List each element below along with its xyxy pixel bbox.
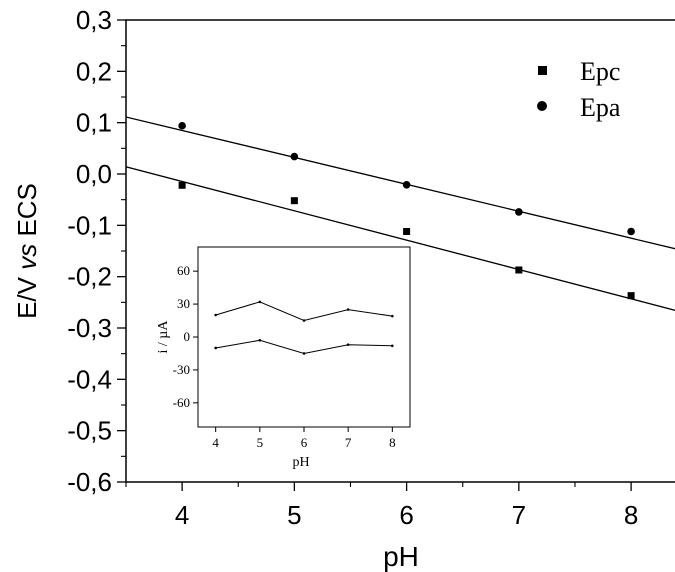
inset-point-2-7	[346, 343, 350, 346]
y-tick-label-neg0p6: -0,6	[67, 467, 112, 497]
main-axes: 4 5 6 7 8 0,3 0,2 0,1 0,0 -0,1 -0,2 -0,3 -0,4 -0,5 -0,…	[67, 5, 638, 530]
inset-background	[198, 247, 410, 427]
inset-y-tick-label-neg60: -60	[173, 395, 190, 410]
legend: Epc Epa	[537, 57, 621, 122]
inset-x-tick-label-6: 6	[301, 435, 308, 450]
point-epc-7	[515, 266, 523, 274]
x-tick-label-7: 7	[512, 500, 526, 530]
inset-point-1-7	[346, 308, 350, 311]
main-data-points	[178, 121, 635, 300]
inset-x-tick-label-4: 4	[212, 435, 219, 450]
inset-x-tick-label-7: 7	[345, 435, 352, 450]
y-tick-label-0p0: 0,0	[76, 159, 112, 189]
inset-point-1-8	[391, 314, 394, 318]
point-epa-6	[402, 180, 411, 189]
point-epc-4	[178, 181, 186, 189]
inset-y-tick-label-0: 0	[184, 329, 191, 344]
inset-point-2-4	[214, 346, 217, 350]
x-tick-label-6: 6	[399, 500, 413, 530]
y-tick-label-0p1: 0,1	[76, 108, 112, 138]
inset-point-2-8	[391, 344, 394, 348]
main-chart: 4 5 6 7 8 0,3 0,2 0,1 0,0 -0,1 -0,2 -0,3 -0,4 -0,5 -0,…	[12, 5, 675, 572]
y-axis-label-part-1: E/V	[12, 270, 42, 319]
point-epa-5	[290, 152, 299, 161]
inset-point-1-5	[258, 300, 262, 304]
fit-line-epa	[125, 116, 675, 250]
inset-x-tick-label-8: 8	[389, 435, 396, 450]
inset-x-tick-label-5: 5	[257, 435, 264, 450]
point-epc-8	[627, 292, 635, 300]
inset-point-2-5	[258, 338, 262, 342]
y-tick-label-neg0p1: -0,1	[67, 210, 112, 240]
x-tick-label-8: 8	[624, 500, 638, 530]
point-epa-7	[515, 208, 523, 216]
inset-x-axis-label: pH	[292, 455, 309, 470]
inset-y-axis-label: i / µA	[156, 320, 171, 354]
point-epa-8	[627, 227, 635, 236]
y-axis-label: E/V vs ECS	[12, 183, 42, 319]
point-epc-5	[290, 197, 298, 205]
inset-point-1-6	[302, 319, 306, 322]
y-tick-label-neg0p5: -0,5	[67, 416, 112, 446]
legend-label-epa: Epa	[580, 93, 621, 122]
legend-label-epc: Epc	[580, 57, 620, 86]
inset-series-lines	[214, 300, 394, 355]
inset-chart: 4 5 6 7 8 60 30 0 -30 -60 pH i / µA	[156, 246, 411, 470]
y-axis-label-part-2: vs	[12, 244, 42, 270]
y-tick-label-neg0p3: -0,3	[67, 313, 112, 343]
y-tick-label-0p2: 0,2	[76, 56, 112, 86]
inset-point-1-4	[214, 313, 217, 317]
legend-marker-epa	[537, 101, 547, 111]
inset-axes: 4 5 6 7 8 60 30 0 -30 -60	[173, 263, 396, 450]
inset-y-tick-label-neg30: -30	[173, 362, 190, 377]
inset-y-tick-label-30: 30	[177, 296, 190, 311]
main-fit-lines	[125, 116, 675, 311]
x-tick-label-4: 4	[175, 500, 189, 530]
fit-line-epc	[125, 166, 675, 311]
y-tick-label-0p3: 0,3	[76, 5, 112, 35]
inset-y-tick-label-60: 60	[177, 263, 190, 278]
point-epc-6	[403, 227, 411, 235]
y-tick-label-neg0p4: -0,4	[67, 364, 112, 394]
point-epa-4	[178, 121, 186, 130]
legend-marker-epc	[538, 66, 547, 75]
x-axis-label: pH	[383, 541, 419, 572]
y-axis-label-part-3: ECS	[12, 183, 42, 244]
y-tick-label-neg0p2: -0,2	[67, 262, 112, 292]
x-tick-label-5: 5	[287, 500, 301, 530]
inset-point-2-6	[302, 352, 306, 355]
